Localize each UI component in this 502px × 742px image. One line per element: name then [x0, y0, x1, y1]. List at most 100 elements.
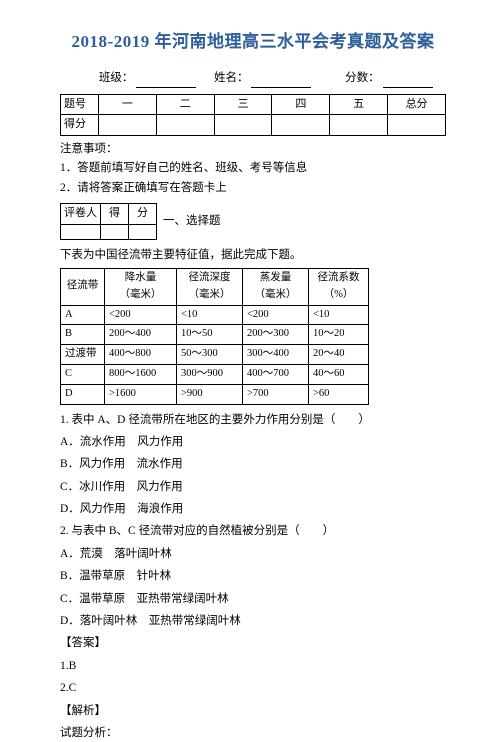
- cell-empty[interactable]: [272, 115, 330, 136]
- cell-empty[interactable]: [388, 115, 446, 136]
- hdr-depth: 径流深度（毫米）: [177, 268, 243, 305]
- notice-line-1: 1．答题前填写好自己的姓名、班级、考号等信息: [60, 159, 446, 177]
- grader-label: 评卷人: [61, 203, 101, 224]
- cell-empty[interactable]: [99, 115, 157, 136]
- analysis-line: 试题分析：: [60, 724, 446, 742]
- q2-opt-b: B．温带草原 针叶林: [60, 567, 446, 585]
- cell: 400～800: [105, 345, 177, 365]
- hdr-evap: 蒸发量（毫米）: [243, 268, 309, 305]
- cell: <10: [309, 305, 369, 325]
- cell: >900: [177, 384, 243, 404]
- hdr-zone: 径流带: [61, 268, 105, 305]
- q1-opt-a: A．流水作用 风力作用: [60, 433, 446, 451]
- cell: 10～50: [177, 325, 243, 345]
- class-label: 班级：: [99, 69, 134, 87]
- cell-col-5: 五: [330, 94, 388, 115]
- question-intro: 下表为中国径流带主要特征值，据此完成下题。: [60, 246, 446, 264]
- q1-opt-d: D．风力作用 海浪作用: [60, 500, 446, 518]
- score-summary-table: 题号 一 二 三 四 五 总分 得分: [60, 94, 446, 136]
- q1-opt-b: B．风力作用 流水作用: [60, 455, 446, 473]
- grader-de: 得: [101, 203, 129, 224]
- table-row: 题号 一 二 三 四 五 总分: [61, 94, 446, 115]
- cell: A: [61, 305, 105, 325]
- hdr-text: 蒸发量（毫米）: [255, 272, 297, 300]
- question-1: 1. 表中 A、D 径流带所在地区的主要外力作用分别是（ ） A．流水作用 风力…: [60, 411, 446, 519]
- page-title: 2018-2019 年河南地理高三水平会考真题及答案: [60, 28, 446, 55]
- cell-empty[interactable]: [61, 224, 101, 239]
- cell-empty[interactable]: [214, 115, 272, 136]
- cell: B: [61, 325, 105, 345]
- q1-stem: 1. 表中 A、D 径流带所在地区的主要外力作用分别是（ ）: [60, 411, 446, 429]
- cell: 400～700: [243, 364, 309, 384]
- q2-opt-d: D．落叶阔叶林 亚热带常绿阔叶林: [60, 612, 446, 630]
- cell: >700: [243, 384, 309, 404]
- hdr-text: 径流深度（毫米）: [189, 272, 231, 300]
- exam-page: 2018-2019 年河南地理高三水平会考真题及答案 班级： 姓名： 分数： 题…: [0, 0, 502, 711]
- name-label: 姓名：: [214, 69, 249, 87]
- table-row: 得分: [61, 115, 446, 136]
- hdr-text: 径流系数（%）: [318, 272, 360, 300]
- grader-table: 评卷人 得 分: [60, 203, 157, 240]
- cell: C: [61, 364, 105, 384]
- table-row: D >1600 >900 >700 >60: [61, 384, 369, 404]
- cell: D: [61, 384, 105, 404]
- cell-empty[interactable]: [330, 115, 388, 136]
- hdr-text: 降水量（毫米）: [120, 272, 162, 300]
- table-row: C 800～1600 300～900 400～700 40～60: [61, 364, 369, 384]
- table-row: 过渡带 400～800 50～300 300～400 20～40: [61, 345, 369, 365]
- cell: 40～60: [309, 364, 369, 384]
- class-blank[interactable]: [136, 75, 196, 88]
- cell: 过渡带: [61, 345, 105, 365]
- student-info-line: 班级： 姓名： 分数：: [60, 69, 446, 87]
- notice-line-2: 2．请将答案正确填写在答题卡上: [60, 179, 446, 197]
- cell-score-label: 得分: [61, 115, 99, 136]
- q2-opt-c: C．温带草原 亚热带常绿阔叶林: [60, 590, 446, 608]
- cell: >1600: [105, 384, 177, 404]
- section-1-label: 一、选择题: [163, 212, 221, 230]
- q2-opt-a: A．荒漠 落叶阔叶林: [60, 545, 446, 563]
- cell: 50～300: [177, 345, 243, 365]
- question-2: 2. 与表中 B、C 径流带对应的自然植被分别是（ ） A．荒漠 落叶阔叶林 B…: [60, 522, 446, 630]
- q1-opt-c: C．冰川作用 风力作用: [60, 478, 446, 496]
- cell-col-3: 三: [214, 94, 272, 115]
- grader-fen: 分: [129, 203, 157, 224]
- hdr-coef: 径流系数（%）: [309, 268, 369, 305]
- notice-block: 注意事项： 1．答题前填写好自己的姓名、班级、考号等信息 2．请将答案正确填写在…: [60, 140, 446, 197]
- cell-empty[interactable]: [101, 224, 129, 239]
- name-blank[interactable]: [251, 75, 311, 88]
- cell-col-4: 四: [272, 94, 330, 115]
- cell-col-1: 一: [99, 94, 157, 115]
- answer-1: 1.B: [60, 657, 446, 675]
- cell-empty[interactable]: [156, 115, 214, 136]
- q2-stem: 2. 与表中 B、C 径流带对应的自然植被分别是（ ）: [60, 522, 446, 540]
- cell: >60: [309, 384, 369, 404]
- answers-block: 【答案】 1.B 2.C 【解析】 试题分析：: [60, 634, 446, 742]
- cell-empty[interactable]: [129, 224, 157, 239]
- hdr-precip: 降水量（毫米）: [105, 268, 177, 305]
- score-blank[interactable]: [383, 75, 433, 88]
- cell: 800～1600: [105, 364, 177, 384]
- table-row: [61, 224, 157, 239]
- hdr-text: 径流带: [67, 280, 99, 291]
- cell: <200: [243, 305, 309, 325]
- table-row: B 200～400 10～50 200～300 10～20: [61, 325, 369, 345]
- table-row: A <200 <10 <200 <10: [61, 305, 369, 325]
- grader-section-row: 评卷人 得 分 一、选择题: [60, 203, 446, 240]
- cell-col-total: 总分: [388, 94, 446, 115]
- table-row: 评卷人 得 分: [61, 203, 157, 224]
- answers-heading: 【答案】: [60, 634, 446, 652]
- runoff-data-table: 径流带 降水量（毫米） 径流深度（毫米） 蒸发量（毫米） 径流系数（%） A <…: [60, 268, 369, 405]
- cell: <200: [105, 305, 177, 325]
- cell: 200～400: [105, 325, 177, 345]
- answer-2: 2.C: [60, 679, 446, 697]
- notice-heading: 注意事项：: [60, 140, 446, 158]
- cell: <10: [177, 305, 243, 325]
- table-row: 径流带 降水量（毫米） 径流深度（毫米） 蒸发量（毫米） 径流系数（%）: [61, 268, 369, 305]
- cell: 300～900: [177, 364, 243, 384]
- cell-qno-label: 题号: [61, 94, 99, 115]
- cell: 200～300: [243, 325, 309, 345]
- cell: 10～20: [309, 325, 369, 345]
- cell: 300～400: [243, 345, 309, 365]
- score-label: 分数：: [345, 69, 380, 87]
- cell-col-2: 二: [156, 94, 214, 115]
